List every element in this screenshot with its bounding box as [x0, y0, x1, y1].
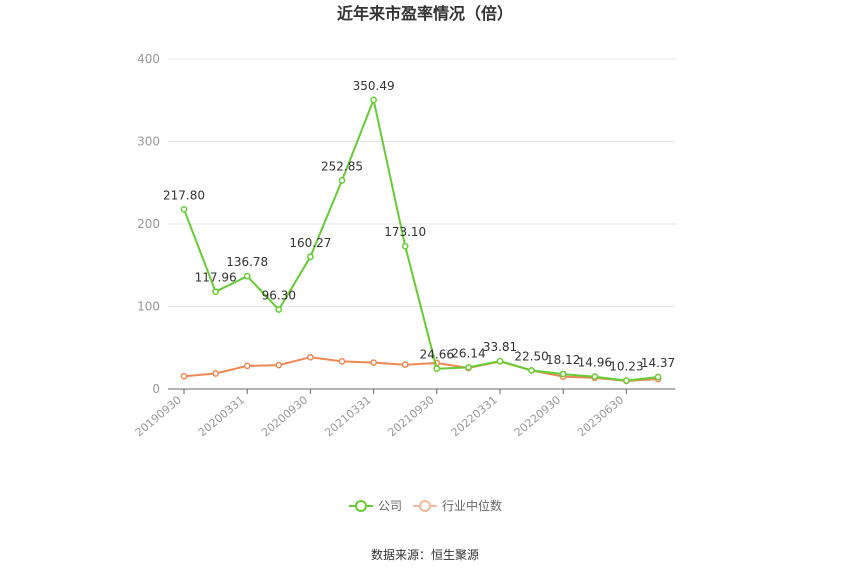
point-company-20210930 — [433, 365, 441, 373]
point-industry-20200930 — [307, 353, 314, 361]
data-label-20211231: 26.14 — [451, 346, 485, 360]
legend-item-company[interactable]: 公司 — [349, 499, 402, 513]
point-company-20221231 — [591, 373, 599, 381]
y-tick-label-300: 300 — [137, 135, 160, 149]
x-tick-label-20210331: 20210331 — [322, 393, 373, 439]
x-tick-label-20200331: 20200331 — [196, 393, 247, 439]
point-industry-20210630 — [401, 361, 409, 369]
y-tick-label-200: 200 — [137, 217, 160, 231]
data-label-20200630: 96.30 — [262, 289, 296, 303]
x-tick-label-20210930: 20210930 — [385, 393, 436, 439]
data-label-20210930: 24.66 — [420, 348, 454, 362]
data-label-20230930: 14.37 — [641, 356, 675, 370]
series — [180, 96, 662, 385]
legend-company-marker — [355, 500, 367, 512]
data-source-note: 数据来源：恒生聚源 — [371, 547, 479, 562]
legend-company-label: 公司 — [378, 499, 402, 513]
point-company-20211231 — [465, 364, 472, 371]
point-company-20210630 — [401, 242, 409, 250]
series-line-company — [183, 98, 659, 382]
point-company-20200930 — [307, 253, 314, 261]
point-company-20200331 — [243, 272, 251, 280]
point-company-20220331 — [496, 357, 504, 365]
data-label-20191231: 117.96 — [195, 271, 237, 285]
point-industry-20190930 — [180, 372, 188, 380]
point-industry-20201231 — [338, 358, 346, 365]
y-tick-label-0: 0 — [152, 382, 160, 396]
grid-lines — [168, 58, 675, 307]
data-label-20230630: 10.23 — [609, 360, 643, 374]
legend-industry-label: 行业中位数 — [442, 498, 502, 513]
point-company-20191231 — [212, 288, 219, 296]
point-company-20210331 — [370, 96, 377, 104]
point-company-20220630 — [528, 367, 535, 374]
point-company-20200630 — [275, 306, 283, 313]
data-label-20220331: 33.81 — [483, 340, 517, 354]
legend-industry-marker — [419, 500, 431, 512]
point-company-20220930 — [559, 370, 567, 378]
point-industry-20200630 — [275, 361, 283, 369]
x-tick-label-20200930: 20200930 — [259, 393, 310, 439]
point-company-20201231 — [338, 177, 346, 184]
data-labels: 217.80 117.96 136.78 96.30 160.27 252.85 350.4… — [163, 79, 675, 374]
series-line-industry-median — [183, 356, 659, 382]
data-label-20221231: 14.96 — [578, 356, 612, 370]
point-industry-20191231 — [212, 370, 219, 377]
data-label-20220930: 18.12 — [546, 353, 580, 367]
y-tick-label-400: 400 — [137, 52, 160, 66]
x-tick-label-20220930: 20220930 — [512, 393, 563, 439]
legend-item-industry-median[interactable]: 行业中位数 — [413, 498, 502, 513]
legend: 公司 行业中位数 — [349, 498, 502, 513]
y-tick-label-100: 100 — [137, 300, 160, 314]
data-label-20201231: 252.85 — [321, 159, 363, 173]
data-label-20220630: 22.50 — [514, 349, 548, 363]
x-tick-label-20220331: 20220331 — [449, 393, 500, 439]
data-label-20190930: 217.80 — [163, 188, 205, 202]
x-tick-label-20190930: 20190930 — [133, 393, 184, 439]
data-label-20210630: 173.10 — [384, 225, 426, 239]
data-label-20200331: 136.78 — [226, 255, 268, 269]
chart-title: 近年来市盈率情况（倍） — [337, 4, 513, 23]
data-label-20210331: 350.49 — [353, 79, 395, 93]
point-industry-20200331 — [243, 362, 251, 370]
point-company-20230930 — [654, 373, 662, 381]
x-tick-label-20230630: 20230630 — [575, 393, 626, 439]
point-company-20190930 — [180, 205, 188, 213]
point-industry-20210331 — [370, 359, 377, 366]
data-label-20200930: 160.27 — [289, 236, 331, 250]
point-company-20230630 — [623, 377, 630, 384]
